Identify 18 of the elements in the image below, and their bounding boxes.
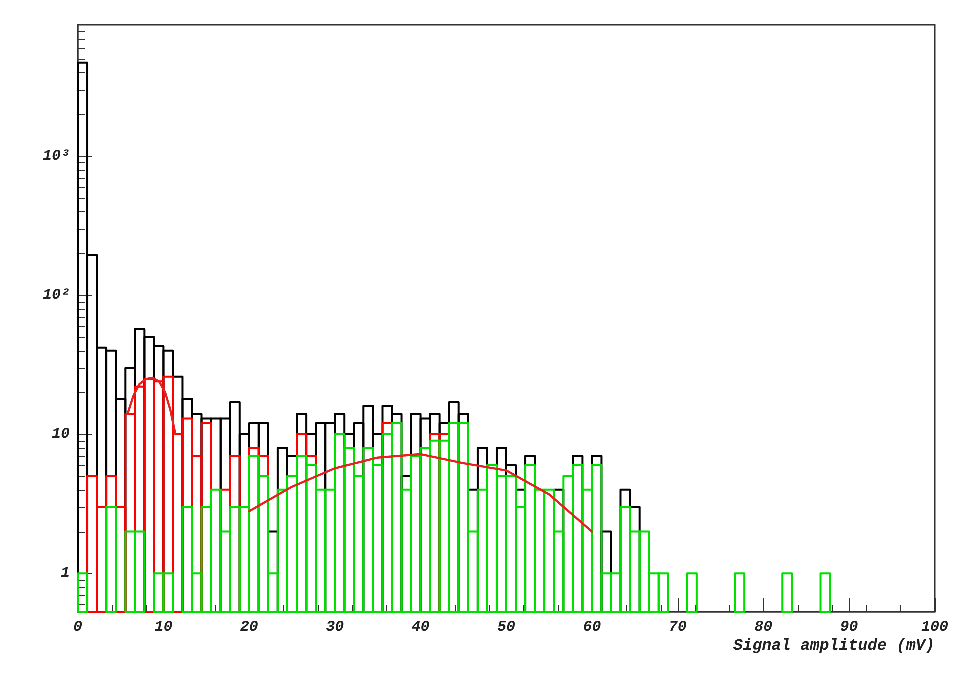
x-tick-label: 20 [240, 619, 258, 636]
x-tick-label: 40 [412, 619, 430, 636]
y-tick-label: 10 [52, 426, 70, 444]
x-axis-title: Signal amplitude (mV) [733, 637, 935, 655]
y-tick-label: 10³ [42, 148, 70, 165]
x-tick-label: 10 [154, 619, 173, 636]
x-tick-label: 50 [497, 619, 516, 636]
x-tick-label: 90 [840, 619, 858, 636]
y-tick-label: 1 [60, 565, 70, 582]
line-series [248, 453, 594, 533]
y-tick-label: 10² [42, 286, 70, 304]
x-tick-label: 100 [921, 619, 949, 636]
x-tick-label: 80 [754, 619, 773, 636]
x-tick-label: 60 [583, 619, 602, 636]
line-series [126, 376, 177, 436]
x-tick-label: 0 [73, 619, 83, 636]
x-tick-label: 70 [668, 619, 687, 636]
x-tick-label: 30 [326, 619, 344, 636]
